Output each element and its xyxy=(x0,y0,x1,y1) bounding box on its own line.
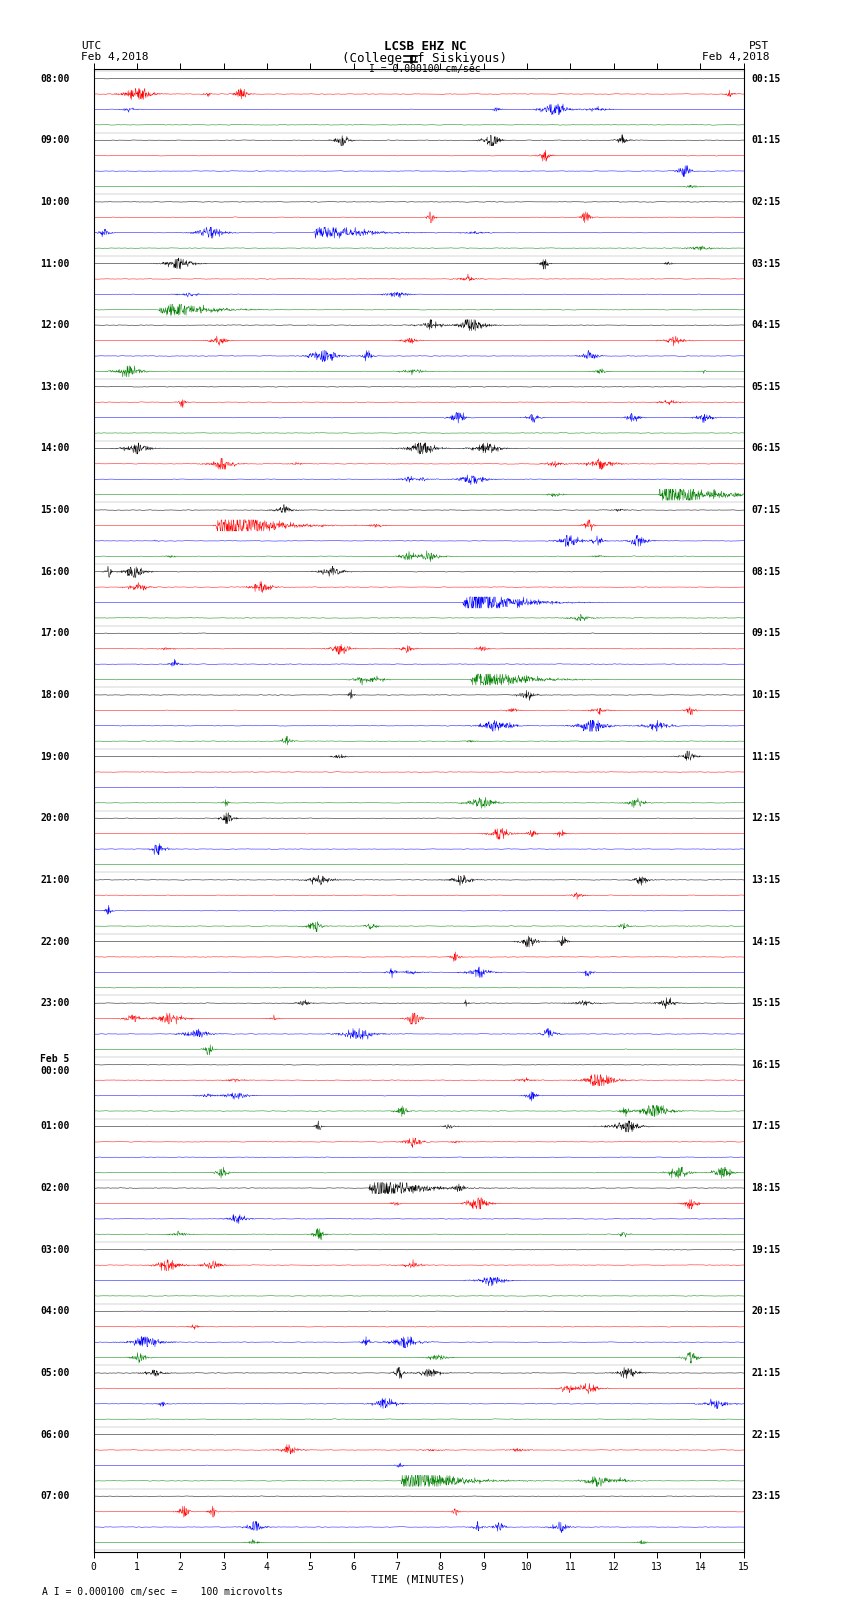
Text: 02:00: 02:00 xyxy=(40,1182,70,1194)
Text: 11:00: 11:00 xyxy=(40,258,70,268)
Text: UTC: UTC xyxy=(81,40,101,52)
Text: 04:15: 04:15 xyxy=(751,319,781,331)
Text: A I = 0.000100 cm/sec =    100 microvolts: A I = 0.000100 cm/sec = 100 microvolts xyxy=(42,1587,283,1597)
Text: 20:15: 20:15 xyxy=(751,1307,781,1316)
Text: 14:15: 14:15 xyxy=(751,937,781,947)
Text: 14:00: 14:00 xyxy=(40,444,70,453)
Text: 22:00: 22:00 xyxy=(40,937,70,947)
Text: 03:15: 03:15 xyxy=(751,258,781,268)
Text: Feb 4,2018: Feb 4,2018 xyxy=(81,52,148,61)
Text: 06:15: 06:15 xyxy=(751,444,781,453)
Text: 11:15: 11:15 xyxy=(751,752,781,761)
Text: 07:00: 07:00 xyxy=(40,1492,70,1502)
Text: (College of Siskiyous): (College of Siskiyous) xyxy=(343,52,507,65)
Text: 10:15: 10:15 xyxy=(751,690,781,700)
Text: 19:00: 19:00 xyxy=(40,752,70,761)
Text: 04:00: 04:00 xyxy=(40,1307,70,1316)
Text: 19:15: 19:15 xyxy=(751,1245,781,1255)
Text: 00:15: 00:15 xyxy=(751,74,781,84)
Text: 05:00: 05:00 xyxy=(40,1368,70,1378)
Text: 17:00: 17:00 xyxy=(40,629,70,639)
Text: 02:15: 02:15 xyxy=(751,197,781,206)
Text: 06:00: 06:00 xyxy=(40,1429,70,1439)
Text: Feb 5
00:00: Feb 5 00:00 xyxy=(40,1053,70,1076)
Text: 20:00: 20:00 xyxy=(40,813,70,823)
Text: 08:00: 08:00 xyxy=(40,74,70,84)
Text: 09:15: 09:15 xyxy=(751,629,781,639)
Text: 03:00: 03:00 xyxy=(40,1245,70,1255)
Text: PST: PST xyxy=(749,40,769,52)
Text: 16:15: 16:15 xyxy=(751,1060,781,1069)
Text: 08:15: 08:15 xyxy=(751,566,781,577)
Text: 01:15: 01:15 xyxy=(751,135,781,145)
Text: I = 0.000100 cm/sec: I = 0.000100 cm/sec xyxy=(369,65,481,74)
Text: 12:00: 12:00 xyxy=(40,319,70,331)
Text: 13:15: 13:15 xyxy=(751,874,781,886)
Text: 13:00: 13:00 xyxy=(40,382,70,392)
Text: 15:15: 15:15 xyxy=(751,998,781,1008)
Text: 01:00: 01:00 xyxy=(40,1121,70,1131)
Text: 15:00: 15:00 xyxy=(40,505,70,515)
Text: 17:15: 17:15 xyxy=(751,1121,781,1131)
Text: LCSB EHZ NC: LCSB EHZ NC xyxy=(383,39,467,53)
Text: 23:15: 23:15 xyxy=(751,1492,781,1502)
X-axis label: TIME (MINUTES): TIME (MINUTES) xyxy=(371,1574,466,1586)
Text: 21:00: 21:00 xyxy=(40,874,70,886)
Text: Feb 4,2018: Feb 4,2018 xyxy=(702,52,769,61)
Text: 10:00: 10:00 xyxy=(40,197,70,206)
Text: 21:15: 21:15 xyxy=(751,1368,781,1378)
Text: 05:15: 05:15 xyxy=(751,382,781,392)
Text: 12:15: 12:15 xyxy=(751,813,781,823)
Text: 23:00: 23:00 xyxy=(40,998,70,1008)
Text: 09:00: 09:00 xyxy=(40,135,70,145)
Text: 16:00: 16:00 xyxy=(40,566,70,577)
Text: 07:15: 07:15 xyxy=(751,505,781,515)
Text: 18:00: 18:00 xyxy=(40,690,70,700)
Text: 22:15: 22:15 xyxy=(751,1429,781,1439)
Text: 18:15: 18:15 xyxy=(751,1182,781,1194)
